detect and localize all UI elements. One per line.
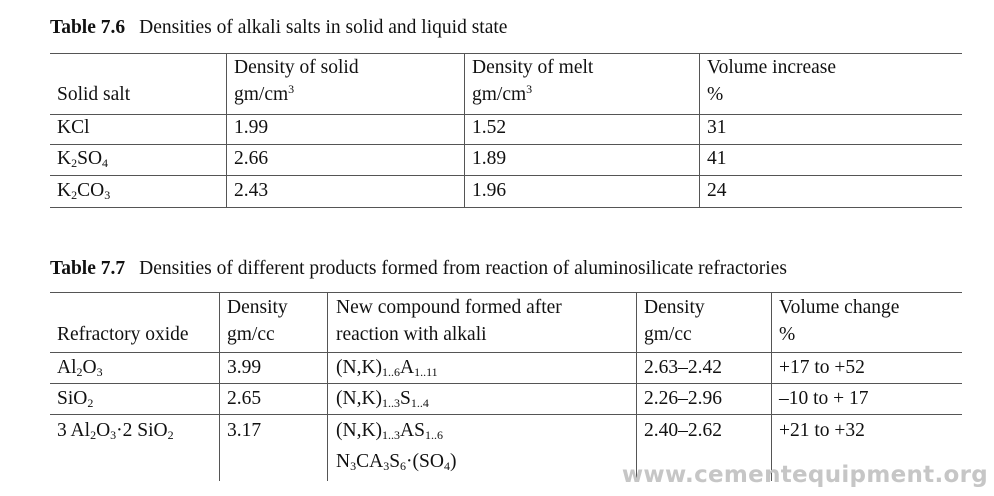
table-7-6-header-rule — [50, 114, 962, 115]
table-7-6-number: Table 7.6 — [50, 17, 126, 38]
table-7-6-cell-volume-increase: 31 — [707, 117, 727, 138]
table-7-7-cell-product-density: 2.26–2.96 — [644, 388, 722, 409]
table-7-7-header-4-line2: gm/cc — [644, 324, 692, 345]
table-7-6-column-rule — [699, 53, 700, 207]
table-7-6-title: Densities of alkali salts in solid and l… — [139, 17, 508, 38]
table-7-6-header-2-line2: gm/cm3 — [234, 82, 295, 105]
table-7-7-cell-compound: N3CA3S6·(SO4) — [336, 451, 457, 473]
table-7-6-cell-melt-density: 1.89 — [472, 148, 507, 169]
table-7-7-row-rule — [50, 383, 962, 384]
table-7-6-cell-solid-density: 2.43 — [234, 180, 269, 201]
table-7-7-cell-oxide: SiO2 — [57, 388, 94, 410]
table-7-7-caption: Table 7.7 Densities of different products… — [50, 258, 787, 280]
table-7-7-header-1-line2: Refractory oxide — [57, 324, 189, 345]
table-7-7-cell-volume-change: –10 to + 17 — [779, 388, 869, 409]
table-7-6-column-rule — [226, 53, 227, 207]
table-7-6-cell-salt: K2SO4 — [57, 148, 109, 170]
table-7-7-header-3-line1: New compound formed after — [336, 297, 562, 318]
table-7-7-cell-oxide: Al2O3 — [57, 357, 103, 379]
table-7-6-cell-salt: K2CO3 — [57, 180, 111, 202]
table-7-7-header-3-line2: reaction with alkali — [336, 324, 487, 345]
table-7-7-cell-compound: (N,K)1..6A1..11 — [336, 357, 438, 379]
table-7-7-cell-volume-change: +21 to +32 — [779, 420, 865, 441]
table-7-7-header-5-line1: Volume change — [779, 297, 900, 318]
table-7-6-header-1-line2: Solid salt — [57, 84, 131, 105]
table-7-6-row-rule — [50, 175, 962, 176]
table-7-7-cell-volume-change: +17 to +52 — [779, 357, 865, 378]
table-7-6-header-4-line2: % — [707, 84, 724, 105]
table-7-7-column-rule — [327, 292, 328, 481]
table-7-7-header-2-line2: gm/cc — [227, 324, 275, 345]
table-7-6-row-rule — [50, 144, 962, 145]
table-7-6-header-4-line1: Volume increase — [707, 57, 837, 78]
table-7-7-top-rule — [50, 292, 962, 293]
table-7-7-header-5-line2: % — [779, 324, 796, 345]
table-7-7-header-4-line1: Density — [644, 297, 705, 318]
table-7-6-cell-solid-density: 1.99 — [234, 117, 269, 138]
table-7-6-top-rule — [50, 53, 962, 54]
table-7-7-cell-compound: (N,K)1..3S1..4 — [336, 388, 429, 410]
table-7-6-cell-melt-density: 1.96 — [472, 180, 507, 201]
table-7-7-cell-compound: (N,K)1..3AS1..6 — [336, 420, 443, 442]
table-7-7-column-rule — [219, 292, 220, 481]
table-7-7-column-rule — [636, 292, 637, 481]
table-7-6-bottom-rule — [50, 207, 962, 208]
table-7-7-row-rule — [50, 414, 962, 415]
table-7-6-header-3-line1: Density of melt — [472, 57, 594, 78]
table-7-6-cell-salt: KCl — [57, 117, 90, 138]
table-7-7-cell-product-density: 2.40–2.62 — [644, 420, 722, 441]
table-7-7-title: Densities of different products formed f… — [139, 258, 787, 279]
table-7-7-cell-density: 3.99 — [227, 357, 262, 378]
table-7-7-header-2-line1: Density — [227, 297, 288, 318]
table-7-6-cell-volume-increase: 41 — [707, 148, 727, 169]
table-7-6-cell-melt-density: 1.52 — [472, 117, 507, 138]
table-7-6-header-2-line1: Density of solid — [234, 57, 359, 78]
watermark: www.cementequipment.org — [621, 462, 988, 488]
table-7-7-number: Table 7.7 — [50, 258, 126, 279]
table-7-7-cell-density: 3.17 — [227, 420, 262, 441]
table-7-7-cell-product-density: 2.63–2.42 — [644, 357, 722, 378]
table-7-6-column-rule — [464, 53, 465, 207]
table-7-7-cell-density: 2.65 — [227, 388, 262, 409]
table-7-6-cell-volume-increase: 24 — [707, 180, 727, 201]
table-7-6-cell-solid-density: 2.66 — [234, 148, 269, 169]
table-7-6-caption: Table 7.6 Densities of alkali salts in so… — [50, 17, 507, 39]
table-7-7-cell-oxide: 3 Al2O3·2 SiO2 — [57, 420, 174, 442]
table-7-6-header-3-line2: gm/cm3 — [472, 82, 533, 105]
table-7-7-column-rule — [771, 292, 772, 481]
table-7-7-header-rule — [50, 352, 962, 353]
